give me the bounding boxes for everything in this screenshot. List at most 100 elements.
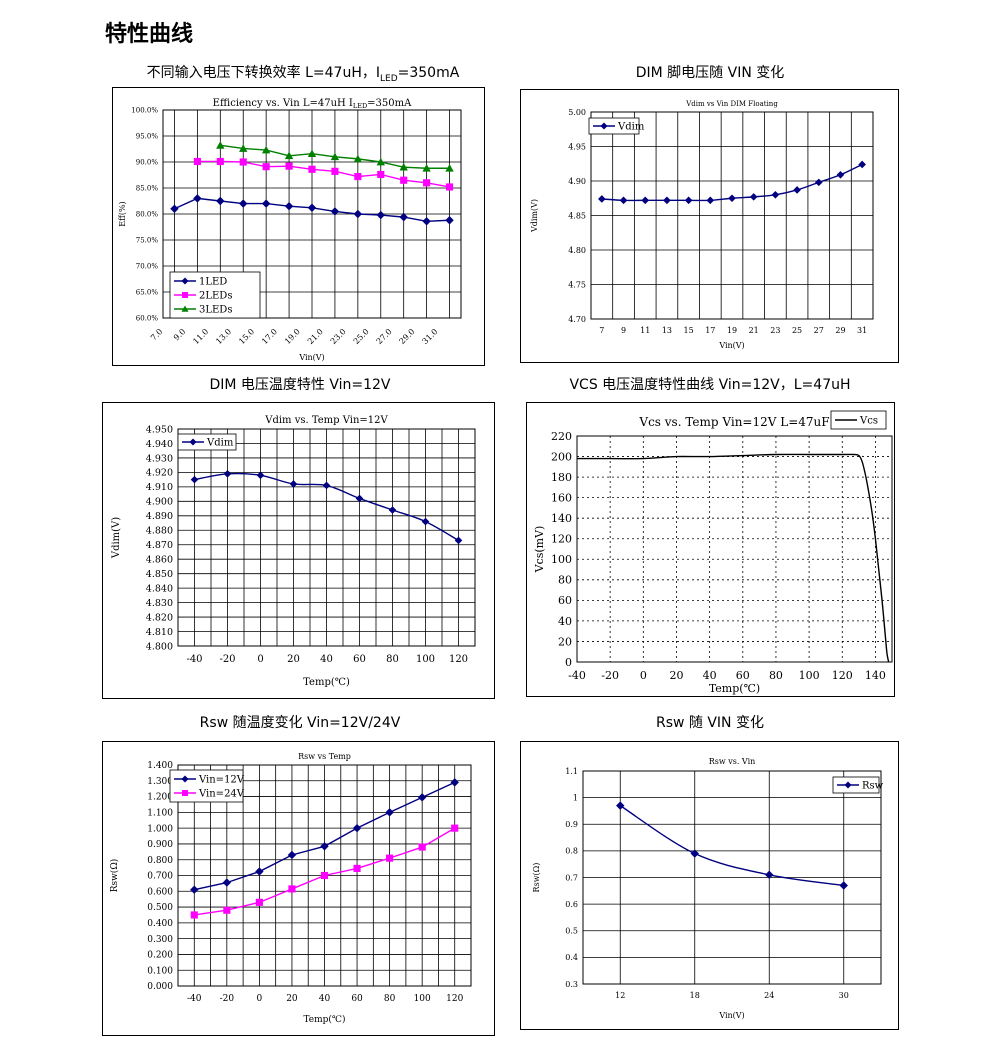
vdim_temp-ytick-label: 4.810 — [146, 627, 173, 638]
vdim_vin-xtick-label: 27 — [814, 326, 824, 335]
vcs_temp-legend-label: Vcs — [859, 416, 878, 427]
rsw_temp-legend-marker — [182, 790, 188, 796]
eff-point-0 — [284, 202, 294, 211]
eff-xlabel: Vin(V) — [298, 353, 324, 362]
vdim_vin-ytick-label: 4.70 — [568, 315, 586, 324]
vcs_temp-ytick-label: 100 — [551, 553, 572, 566]
vdim_temp-xtick-label: 40 — [320, 654, 333, 665]
eff-xtick-label: 29.0 — [398, 327, 417, 346]
vdim_vin-point-0 — [706, 196, 715, 205]
vdim_temp-ytick-label: 4.870 — [146, 540, 173, 551]
rsw_temp-point-0 — [417, 793, 427, 802]
chart-vdim-temp-svg: 4.800 4.810 4.820 4.830 4.840 4.850 4.860 4.870… — [111, 415, 476, 688]
vdim_temp-ytick-label: 4.910 — [146, 482, 173, 493]
eff-point-2 — [307, 149, 317, 158]
vdim_temp-title: Vdim vs. Temp Vin=12V — [264, 415, 388, 426]
eff-point-2 — [216, 141, 225, 149]
vcs_temp-xtick-label: 40 — [703, 669, 717, 682]
eff-point-2 — [239, 144, 248, 152]
rsw_vin-xtick-label: 18 — [690, 991, 700, 1000]
rsw_temp-ylabel: Rsw(Ω) — [109, 859, 120, 893]
rsw_temp-ytick-label: 0.100 — [147, 966, 173, 976]
vdim_temp-legend — [177, 433, 237, 451]
vdim_temp-ytick-label: 4.800 — [146, 641, 173, 652]
vdim_temp-ytick-label: 4.940 — [146, 439, 173, 450]
eff-xtick-label: 17.0 — [260, 327, 279, 346]
rsw_vin-point-0 — [765, 870, 774, 880]
vdim_temp-legend-label: Vdim — [206, 438, 234, 449]
eff-point-0 — [216, 196, 225, 206]
vdim_vin-ytick-label: 4.95 — [568, 142, 586, 151]
vdim_vin-point-0 — [641, 196, 650, 205]
rsw_vin-ytick-label: 0.9 — [565, 820, 578, 829]
vdim_temp-point-0 — [289, 480, 298, 488]
vcs_temp-ytick-label: 200 — [551, 450, 572, 463]
rsw_vin-xtick-label: 24 — [764, 991, 774, 1000]
rsw_vin-title: Rsw vs. Vin — [709, 757, 756, 766]
eff-point-2 — [330, 152, 340, 161]
caption-efficiency-tail: =350mA — [397, 65, 460, 81]
rsw_temp-xtick-label: 120 — [446, 994, 463, 1004]
rsw_vin-ytick-label: 0.8 — [565, 847, 578, 856]
rsw_temp-legend-marker — [181, 775, 189, 783]
vdim_temp-ytick-label: 4.890 — [146, 511, 173, 522]
rsw_vin-ytick-label: 1.1 — [565, 767, 578, 776]
vdim_vin-point-0 — [793, 186, 801, 194]
vdim_vin-title: Vdim vs Vin DIM Floating — [685, 100, 778, 108]
eff-point-2 — [422, 164, 431, 172]
eff-ytick-label: 75.0% — [136, 236, 159, 244]
rsw_vin-ytick-label: 1 — [573, 793, 578, 802]
vdim_temp-xtick-label: 120 — [449, 654, 468, 665]
vdim_temp-xtick-label: 100 — [416, 654, 435, 665]
eff-ytick-label: 100.0% — [131, 106, 158, 114]
vdim_temp-point-0 — [388, 506, 397, 514]
chart-efficiency: 60.0% 65.0% 70.0% 75.0% 80.0% 85.0% 90.0% 95.0%… — [112, 87, 485, 366]
vdim_vin-xtick-label: 21 — [749, 326, 759, 335]
rsw_temp-legend-label: Vin=24V — [198, 789, 245, 800]
eff-xtick-label: 7.0 — [149, 327, 164, 342]
rsw_temp-point-1 — [386, 854, 394, 862]
rsw_temp-ytick-label: 1.300 — [147, 777, 173, 787]
eff-point-2 — [376, 157, 385, 166]
eff-point-1 — [423, 179, 431, 187]
rsw_temp-legend — [169, 769, 244, 803]
eff-xtick-label: 15.0 — [237, 327, 256, 346]
caption-efficiency: 不同输入电压下转换效率 L=47uH，ILED=350mA — [138, 62, 468, 84]
eff-point-1 — [308, 165, 316, 173]
vdim_temp-xlabel: Temp(℃) — [303, 677, 350, 688]
vcs_temp-xtick-label: 100 — [799, 669, 820, 682]
vcs_temp-xtick-label: 120 — [832, 669, 853, 682]
rsw_temp-xtick-label: 20 — [286, 994, 298, 1004]
vdim_temp-legend-marker — [189, 438, 197, 446]
eff-ytick-label: 85.0% — [136, 184, 159, 192]
rsw_temp-xtick-label: -40 — [187, 994, 202, 1004]
vdim_temp-point-0 — [355, 494, 364, 503]
eff-xtick-label: 11.0 — [191, 327, 210, 346]
eff-point-0 — [170, 204, 179, 213]
rsw_temp-ytick-label: 1.100 — [147, 809, 173, 819]
rsw_vin-series-line-0 — [619, 805, 844, 887]
rsw_vin-point-0 — [690, 849, 699, 858]
eff-xtick-label: 25.0 — [352, 327, 371, 346]
chart-vcs-temp: 0 20 40 60 80 100 120 140 160 180 200 220 -40 -20 0 20 4… — [526, 402, 895, 697]
rsw_temp-xtick-label: 100 — [414, 994, 431, 1004]
caption-rsw-vin: Rsw 随 VIN 变化 — [655, 715, 764, 731]
eff-point-0 — [193, 194, 202, 203]
vdim_temp-xtick-label: -40 — [186, 654, 202, 665]
caption-vdim-temp: DIM 电压温度特性 Vin=12V — [209, 377, 391, 393]
vdim_temp-xtick-label: 0 — [257, 654, 263, 665]
vdim_vin-xtick-label: 23 — [770, 326, 780, 335]
rsw_temp-xtick-label: 40 — [319, 994, 331, 1004]
rsw_temp-ytick-label: 0.200 — [147, 951, 173, 961]
eff-point-1 — [285, 162, 293, 170]
rsw_temp-xtick-label: 80 — [384, 994, 396, 1004]
rsw_vin-ytick-label: 0.5 — [565, 927, 578, 936]
eff-ytick-label: 90.0% — [136, 158, 159, 166]
chart-rsw-vin: 0.3 0.4 0.5 0.6 0.7 0.8 0.9 1 1.1 12 18 24 30 Rsw vs.… — [520, 741, 899, 1030]
vdim_temp-ytick-label: 4.900 — [146, 497, 173, 508]
vdim_vin-point-0 — [749, 193, 758, 201]
chart-vdim-vin-svg: 4.70 4.75 4.80 4.85 4.90 4.95 5.00 7 9 11 13 15 17 19… — [530, 100, 874, 350]
caption-vcs-temp: VCS 电压温度特性曲线 Vin=12V，L=47uH — [569, 377, 851, 393]
vdim_temp-ytick-label: 4.840 — [146, 583, 173, 594]
vdim_vin-xtick-label: 17 — [705, 326, 715, 335]
